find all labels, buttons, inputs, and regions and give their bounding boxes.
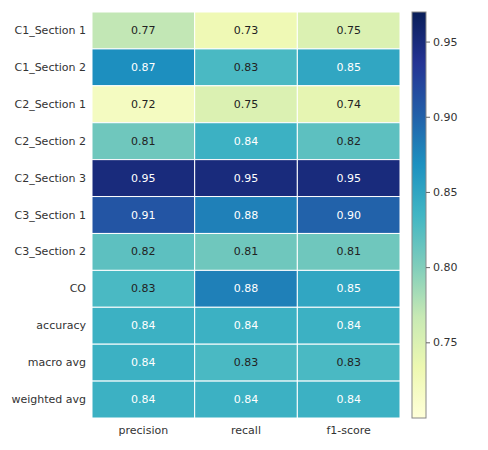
cell-label: 0.82 <box>131 245 156 258</box>
heatmap-cell <box>92 160 195 197</box>
heatmap-chart: 0.77 0.73 0.75 0.87 0.83 0.85 0.72 0.75 0.74 0.81… <box>0 0 488 450</box>
heatmap-cell <box>92 197 195 234</box>
heatmap-cell <box>195 86 298 123</box>
colorbar-tick <box>426 342 430 343</box>
colorbar-tick-label: 0.95 <box>433 36 458 49</box>
heatmap-cell <box>297 123 400 160</box>
x-axis: precision recall f1-score <box>119 424 372 437</box>
x-tick-label: recall <box>231 424 261 437</box>
heatmap-cell <box>297 197 400 234</box>
colorbar-tick <box>426 192 430 193</box>
cell-label: 0.83 <box>234 61 259 74</box>
cell-label: 0.95 <box>336 172 361 185</box>
cell-label: 0.84 <box>131 356 156 369</box>
heatmap-cell <box>92 307 195 344</box>
cell-label: 0.88 <box>234 282 259 295</box>
heatmap-cell <box>195 123 298 160</box>
heatmap-cell <box>92 12 195 49</box>
colorbar-tick-label: 0.85 <box>433 186 458 199</box>
cell-label: 0.84 <box>131 393 156 406</box>
cell-label: 0.91 <box>131 209 156 222</box>
heatmap-cell <box>297 381 400 418</box>
cell-label: 0.84 <box>336 393 361 406</box>
y-tick-label: C3_Section 2 <box>14 245 86 258</box>
cell-label: 0.77 <box>131 24 156 37</box>
y-tick-label: C2_Section 1 <box>14 98 86 111</box>
cell-label: 0.85 <box>336 61 361 74</box>
cell-label: 0.85 <box>336 282 361 295</box>
heatmap-cell <box>297 12 400 49</box>
heatmap-cell <box>92 233 195 270</box>
heatmap-cell <box>195 12 298 49</box>
heatmap-cell <box>297 49 400 86</box>
heatmap-cell <box>297 307 400 344</box>
y-tick-label: C2_Section 3 <box>14 172 86 185</box>
y-tick-label: C3_Section 1 <box>14 209 86 222</box>
colorbar-tick <box>426 117 430 118</box>
y-tick-label: C1_Section 1 <box>14 24 86 37</box>
chart-container: 0.77 0.73 0.75 0.87 0.83 0.85 0.72 0.75 0.74 0.81… <box>0 0 488 450</box>
cell-label: 0.84 <box>131 319 156 332</box>
cell-label: 0.87 <box>131 61 156 74</box>
colorbar-tick-label: 0.90 <box>433 111 458 124</box>
cell-label: 0.81 <box>336 245 361 258</box>
cell-label: 0.75 <box>336 24 361 37</box>
colorbar-tick <box>426 42 430 43</box>
cell-label: 0.84 <box>234 319 259 332</box>
cell-label: 0.73 <box>234 24 259 37</box>
colorbar-tick-label: 0.80 <box>433 261 458 274</box>
cell-label: 0.84 <box>234 135 259 148</box>
heatmap-cell <box>92 123 195 160</box>
heatmap-cell <box>297 344 400 381</box>
cell-label: 0.75 <box>234 98 259 111</box>
cell-label: 0.84 <box>234 393 259 406</box>
y-axis: C1_Section 1 C1_Section 2 C2_Section 1 C2_S… <box>11 24 86 406</box>
colorbar-tick <box>426 267 430 268</box>
cell-labels: 0.77 0.73 0.75 0.87 0.83 0.85 0.72 0.75 0.74 0.81… <box>131 24 361 406</box>
cell-label: 0.90 <box>336 209 361 222</box>
cell-label: 0.95 <box>131 172 156 185</box>
heatmap-cell <box>92 270 195 307</box>
y-tick-label: C2_Section 2 <box>14 135 86 148</box>
cell-label: 0.83 <box>131 282 156 295</box>
cell-label: 0.81 <box>131 135 156 148</box>
cell-label: 0.81 <box>234 245 259 258</box>
cell-label: 0.88 <box>234 209 259 222</box>
cell-label: 0.83 <box>234 356 259 369</box>
heatmap-cell <box>195 197 298 234</box>
heatmap-cell <box>92 344 195 381</box>
heatmap-cell <box>195 160 298 197</box>
heatmap-cell <box>195 233 298 270</box>
y-tick-label: accuracy <box>36 319 86 332</box>
cell-label: 0.84 <box>336 319 361 332</box>
colorbar-scale <box>412 12 426 418</box>
cells <box>92 12 400 418</box>
colorbar-tick-label: 0.75 <box>433 336 458 349</box>
cell-label: 0.83 <box>336 356 361 369</box>
cell-label: 0.82 <box>336 135 361 148</box>
colorbar: 0.75 0.80 0.85 0.90 0.95 <box>412 12 458 418</box>
heatmap-cell <box>92 49 195 86</box>
y-tick-label: CO <box>70 282 87 295</box>
y-tick-label: macro avg <box>28 356 86 369</box>
cell-label: 0.74 <box>336 98 361 111</box>
x-tick-label: f1-score <box>326 424 371 437</box>
y-tick-label: weighted avg <box>11 393 86 406</box>
heatmap-cell <box>92 86 195 123</box>
heatmap-cell <box>297 270 400 307</box>
heatmap-cell <box>195 381 298 418</box>
heatmap-cell <box>297 86 400 123</box>
heatmap-cell <box>297 233 400 270</box>
heatmap-cell <box>195 344 298 381</box>
heatmap-cell <box>195 270 298 307</box>
heatmap-cell <box>195 307 298 344</box>
cell-label: 0.72 <box>131 98 156 111</box>
y-tick-label: C1_Section 2 <box>14 61 86 74</box>
heatmap-cell <box>297 160 400 197</box>
heatmap-cell <box>92 381 195 418</box>
x-tick-label: precision <box>119 424 169 437</box>
heatmap-cell <box>195 49 298 86</box>
cell-label: 0.95 <box>234 172 259 185</box>
